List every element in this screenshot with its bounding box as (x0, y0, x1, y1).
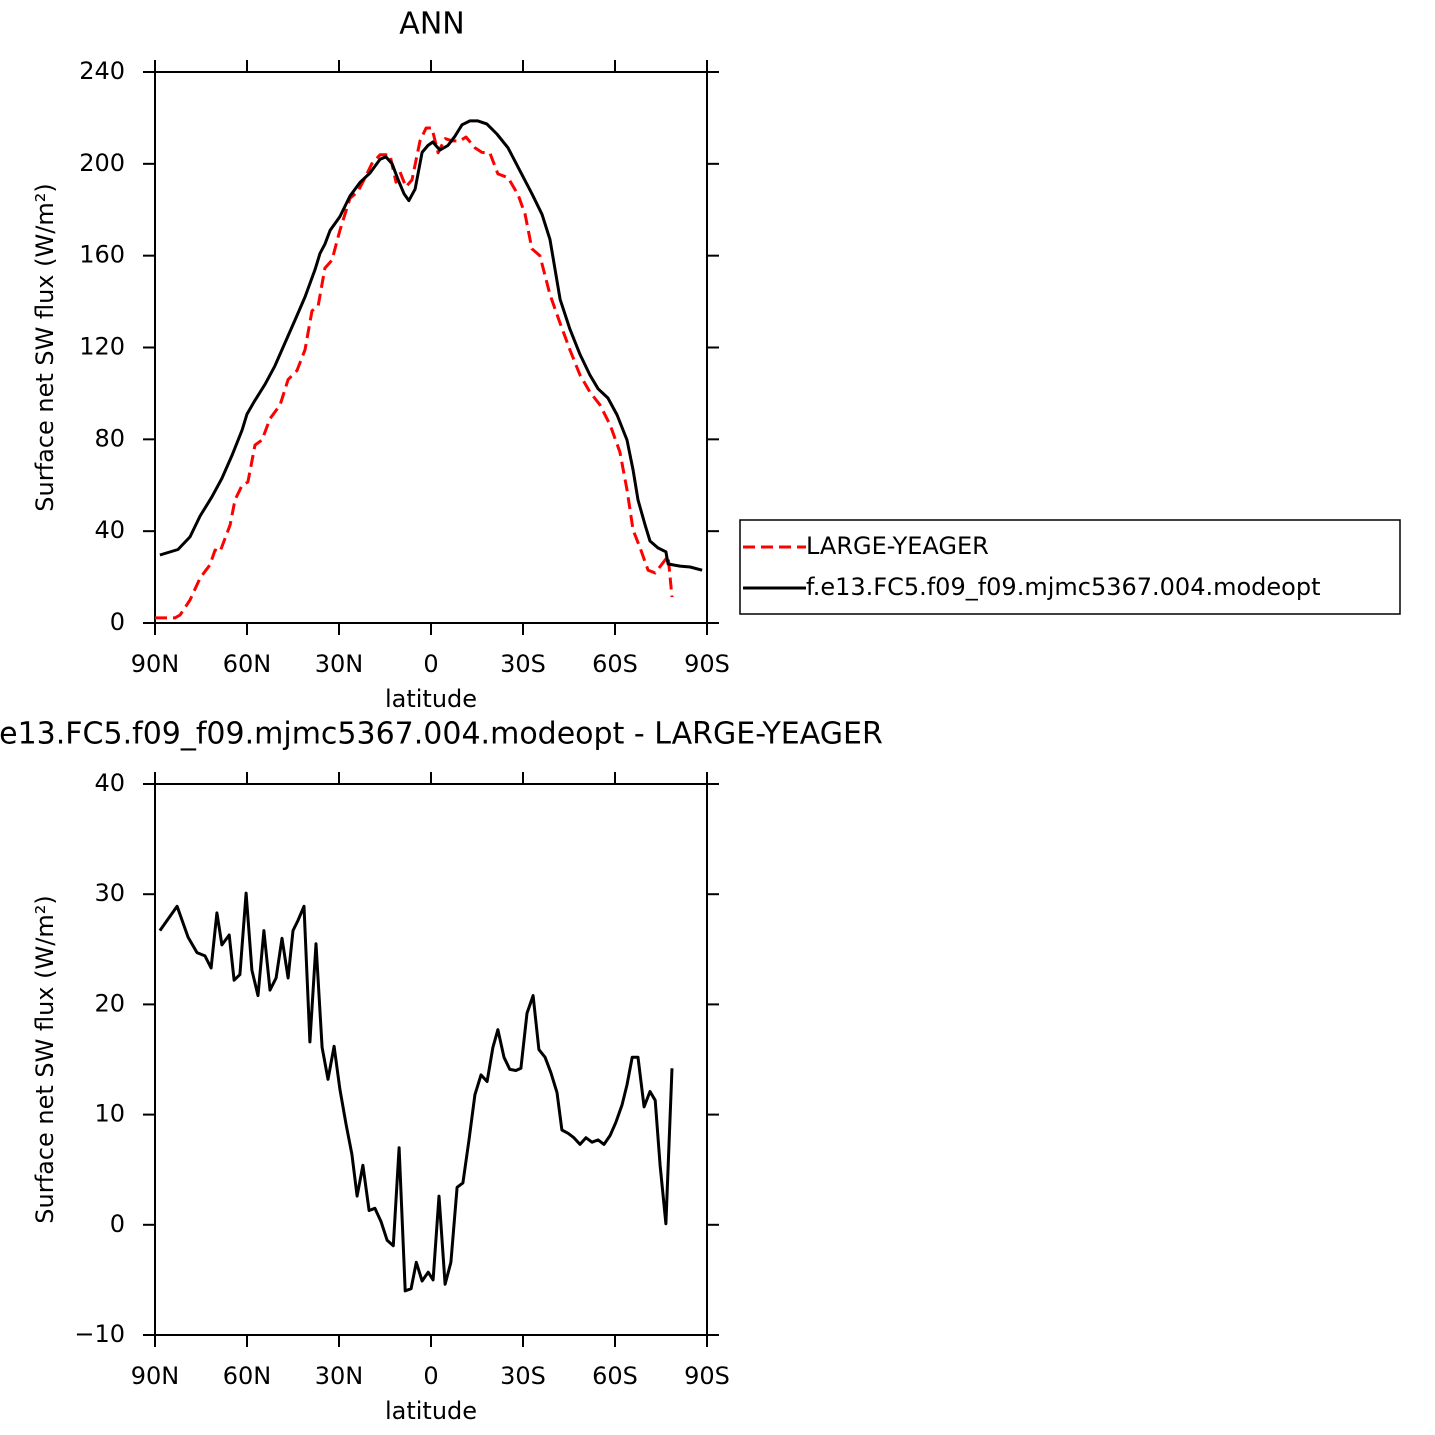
y-tick-label: 200 (79, 149, 125, 177)
x-tick-label: 90S (684, 650, 730, 678)
plot-frame (154, 783, 708, 1336)
y-tick-label: 160 (79, 241, 125, 269)
y-tick-label: 120 (79, 333, 125, 361)
legend-label: f.e13.FC5.f09_f09.mjmc5367.004.modeopt (806, 573, 1321, 601)
y-tick-label: 80 (94, 424, 125, 452)
x-tick-label: 90N (131, 1362, 180, 1390)
y-tick-label: 10 (94, 1100, 125, 1128)
x-tick-label: 0 (423, 650, 438, 678)
y-tick-label: 40 (94, 516, 125, 544)
y-tick-label: 40 (94, 769, 125, 797)
x-tick-label: 60S (592, 650, 638, 678)
y-axis-label: Surface net SW flux (W/m²) (31, 183, 59, 511)
chart-title: f.e13.FC5.f09_f09.mjmc5367.004.modeopt -… (0, 717, 883, 752)
legend-box (739, 519, 1401, 615)
x-tick-label: 60N (223, 1362, 272, 1390)
legend-label: LARGE-YEAGER (806, 532, 989, 560)
x-tick-label: 30S (500, 650, 546, 678)
data-line (159, 119, 703, 572)
y-tick-label: 0 (110, 1210, 125, 1238)
plot-frame (154, 71, 708, 624)
y-tick-label: 20 (94, 989, 125, 1017)
chart-title: ANN (399, 7, 464, 42)
x-tick-label: 60S (592, 1362, 638, 1390)
x-tick-label: 30N (315, 650, 364, 678)
x-axis-label: latitude (385, 1397, 477, 1425)
y-tick-label: 0 (110, 608, 125, 636)
y-tick-label: 240 (79, 57, 125, 85)
y-axis-label: Surface net SW flux (W/m²) (31, 895, 59, 1223)
y-tick-label: −10 (74, 1320, 125, 1348)
x-tick-label: 30N (315, 1362, 364, 1390)
x-tick-label: 30S (500, 1362, 546, 1390)
x-tick-label: 60N (223, 650, 272, 678)
x-axis-label: latitude (385, 685, 477, 713)
x-tick-label: 90N (131, 650, 180, 678)
data-line (155, 126, 674, 620)
y-tick-label: 30 (94, 879, 125, 907)
x-tick-label: 0 (423, 1362, 438, 1390)
data-line (158, 891, 674, 1293)
x-tick-label: 90S (684, 1362, 730, 1390)
